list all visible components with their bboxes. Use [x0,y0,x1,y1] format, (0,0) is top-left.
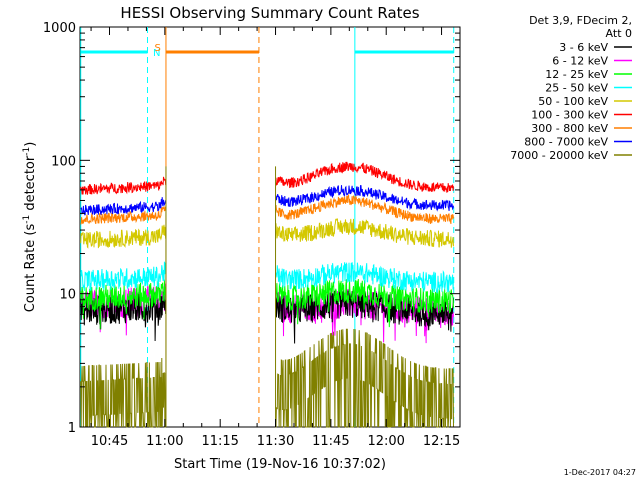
series-line-50-100kev [275,218,454,248]
legend-entry-label: 25 - 50 keV [545,82,608,95]
series-line-100-300kev [80,176,167,195]
series-line-25-50kev [275,261,454,294]
flag-label-s: S [155,43,161,54]
y-axis-label: Count Rate (s-1 detector-1) [22,142,38,313]
x-axis-label: Start Time (19-Nov-16 10:37:02) [174,457,386,472]
series-line-12-25kev [80,279,167,330]
series-line-7000-20000kev [80,357,167,428]
x-tick-label: 11:15 [201,434,238,449]
series-line-100-300kev [275,161,454,193]
legend-header-line1: Det 3,9, FDecim 2, [529,14,632,27]
series-line-25-50kev [80,261,167,292]
series-line-800-7000kev [80,197,167,216]
legend-entry-label: 7000 - 20000 keV [510,149,608,162]
chart-title: HESSI Observing Summary Count Rates [120,4,419,22]
legend-header-line2: Att 0 [606,27,632,40]
series-line-7000-20000kev [275,328,454,428]
legend-entry-label: 6 - 12 keV [552,55,608,68]
x-tick-label: 12:00 [367,434,404,449]
legend-entry-label: 100 - 300 keV [531,109,608,122]
x-tick-label: 10:45 [91,434,128,449]
series-line-300-800kev [275,193,454,225]
legend-entry-label: 800 - 7000 keV [524,136,608,149]
x-tick-label: 12:15 [423,434,460,449]
legend-entry-label: 300 - 800 keV [531,122,608,135]
flag-label-n: N [153,48,160,59]
axes: 10:45 11:00 11:15 11:30 11:45 12:00 12:15 1 10 10… [43,21,461,449]
x-tick-label: 11:30 [257,434,294,449]
y-tick-label: 100 [51,154,76,169]
legend-entry-label: 12 - 25 keV [545,68,608,81]
y-tick-label: 10 [59,288,76,303]
y-tick-label: 1000 [43,21,76,36]
legend-entry-label: 50 - 100 keV [538,95,608,108]
y-label-sup2: -1 [22,147,32,156]
x-tick-label: 11:45 [312,434,349,449]
series-layer [80,161,454,428]
series-line-50-100kev [80,224,167,249]
y-label-part3: ) [23,142,38,147]
y-label-part2: detector [23,155,38,215]
series-line-3-6kev [275,289,454,344]
series-line-800-7000kev [275,185,454,212]
y-label-sup1: -1 [22,215,32,224]
series-line-300-800kev [80,205,167,225]
plot-frame [79,26,461,428]
x-tick-label: 11:00 [146,434,183,449]
y-tick-label: 1 [68,421,76,436]
y-label-part1: Count Rate (s [23,224,38,313]
legend-entry-label: 3 - 6 keV [559,41,608,54]
footer-timestamp: 1-Dec-2017 04:27 [564,468,636,477]
